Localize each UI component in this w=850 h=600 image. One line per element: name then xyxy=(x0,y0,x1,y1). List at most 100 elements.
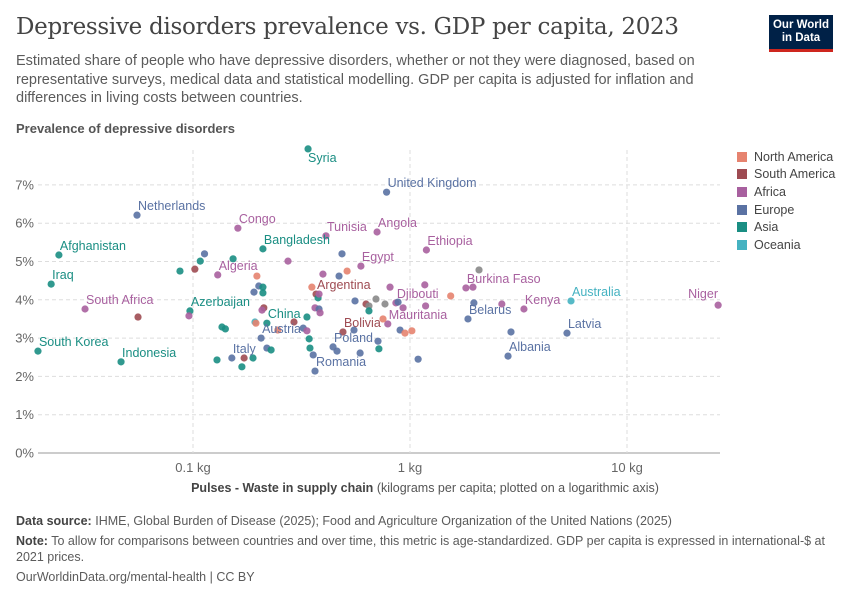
data-point[interactable] xyxy=(351,297,359,305)
data-point[interactable] xyxy=(258,306,266,314)
point-label: Angola xyxy=(378,216,417,230)
data-point[interactable] xyxy=(259,289,267,297)
data-point[interactable] xyxy=(284,257,292,265)
point-tunisia[interactable] xyxy=(322,232,330,240)
data-point[interactable] xyxy=(213,356,221,364)
data-point[interactable] xyxy=(290,318,298,326)
data-point[interactable] xyxy=(253,272,261,280)
data-point[interactable] xyxy=(319,270,327,278)
point-afghanistan[interactable] xyxy=(55,251,63,259)
point-italy[interactable] xyxy=(228,354,236,362)
data-point[interactable] xyxy=(221,325,229,333)
data-point[interactable] xyxy=(374,337,382,345)
point-netherlands[interactable] xyxy=(133,211,141,219)
data-point[interactable] xyxy=(475,266,483,274)
legend-label: Europe xyxy=(754,202,795,217)
data-point[interactable] xyxy=(315,290,323,298)
footer-url[interactable]: OurWorldinData.org/mental-health | CC BY xyxy=(16,570,255,584)
data-point[interactable] xyxy=(134,313,142,321)
data-point[interactable] xyxy=(238,363,246,371)
data-point[interactable] xyxy=(308,283,316,291)
data-point[interactable] xyxy=(507,328,515,336)
point-syria[interactable] xyxy=(304,145,312,153)
legend-item[interactable]: Africa xyxy=(737,183,835,201)
data-point[interactable] xyxy=(421,281,429,289)
data-point[interactable] xyxy=(365,307,373,315)
data-point[interactable] xyxy=(498,300,506,308)
owid-logo[interactable]: Our World in Data xyxy=(769,15,833,52)
legend-item[interactable]: Europe xyxy=(737,201,835,219)
point-congo[interactable] xyxy=(234,224,242,232)
point-south-africa[interactable] xyxy=(81,305,89,313)
point-china[interactable] xyxy=(263,319,271,327)
data-point[interactable] xyxy=(303,313,311,321)
data-point[interactable] xyxy=(381,300,389,308)
point-algeria[interactable] xyxy=(214,271,222,279)
data-point[interactable] xyxy=(394,298,402,306)
data-point[interactable] xyxy=(250,288,258,296)
data-point[interactable] xyxy=(176,267,184,275)
legend-item[interactable]: Asia xyxy=(737,218,835,236)
point-iraq[interactable] xyxy=(47,280,55,288)
data-point[interactable] xyxy=(274,326,282,334)
data-point[interactable] xyxy=(421,302,430,310)
data-point[interactable] xyxy=(259,283,267,291)
point-mauritania[interactable] xyxy=(384,320,392,328)
data-point[interactable] xyxy=(447,292,455,300)
point-romania[interactable] xyxy=(311,367,319,375)
data-point[interactable] xyxy=(309,351,317,359)
data-point[interactable] xyxy=(196,257,204,265)
data-point[interactable] xyxy=(386,283,394,291)
legend-item[interactable]: Oceania xyxy=(737,236,835,254)
point-bolivia[interactable] xyxy=(339,328,347,336)
data-point[interactable] xyxy=(333,347,341,355)
data-point[interactable] xyxy=(267,346,275,354)
data-point[interactable] xyxy=(249,354,257,362)
data-point[interactable] xyxy=(469,283,477,291)
point-label: Djibouti xyxy=(397,287,439,301)
point-label: Latvia xyxy=(568,317,601,331)
data-point[interactable] xyxy=(414,355,422,363)
data-point[interactable] xyxy=(379,315,387,323)
data-point[interactable] xyxy=(375,345,383,353)
data-point[interactable] xyxy=(401,329,409,337)
point-ethiopia[interactable] xyxy=(422,246,430,254)
data-point[interactable] xyxy=(356,349,364,357)
data-point[interactable] xyxy=(229,255,237,263)
data-point[interactable] xyxy=(191,265,199,273)
point-egypt[interactable] xyxy=(357,262,365,270)
data-point[interactable] xyxy=(240,354,248,362)
data-point[interactable] xyxy=(185,312,193,320)
point-austria[interactable] xyxy=(257,334,265,342)
data-point[interactable] xyxy=(303,327,311,335)
data-point[interactable] xyxy=(365,302,373,310)
data-point[interactable] xyxy=(343,267,351,275)
data-point[interactable] xyxy=(306,344,314,352)
legend-item[interactable]: North America xyxy=(737,148,835,166)
point-belarus[interactable] xyxy=(464,315,472,323)
legend-item[interactable]: South America xyxy=(737,166,835,184)
data-point[interactable] xyxy=(305,335,313,343)
data-point[interactable] xyxy=(372,295,380,303)
data-point[interactable] xyxy=(200,250,209,258)
data-point[interactable] xyxy=(399,304,407,312)
data-point[interactable] xyxy=(470,299,478,307)
point-latvia[interactable] xyxy=(563,329,571,337)
legend-swatch xyxy=(737,222,747,233)
point-niger[interactable] xyxy=(714,301,722,309)
data-point[interactable] xyxy=(350,326,358,334)
data-point[interactable] xyxy=(316,309,324,317)
point-angola[interactable] xyxy=(373,228,381,236)
data-point[interactable] xyxy=(335,272,343,280)
point-albania[interactable] xyxy=(504,352,512,360)
data-point[interactable] xyxy=(408,327,416,335)
point-united-kingdom[interactable] xyxy=(382,188,391,196)
point-burkina-faso[interactable] xyxy=(462,284,470,292)
point-bangladesh[interactable] xyxy=(259,245,267,253)
data-point[interactable] xyxy=(252,319,260,327)
point-kenya[interactable] xyxy=(520,305,528,313)
point-indonesia[interactable] xyxy=(117,358,125,366)
data-point[interactable] xyxy=(338,250,346,258)
point-australia[interactable] xyxy=(567,297,575,305)
point-south-korea[interactable] xyxy=(34,347,42,355)
